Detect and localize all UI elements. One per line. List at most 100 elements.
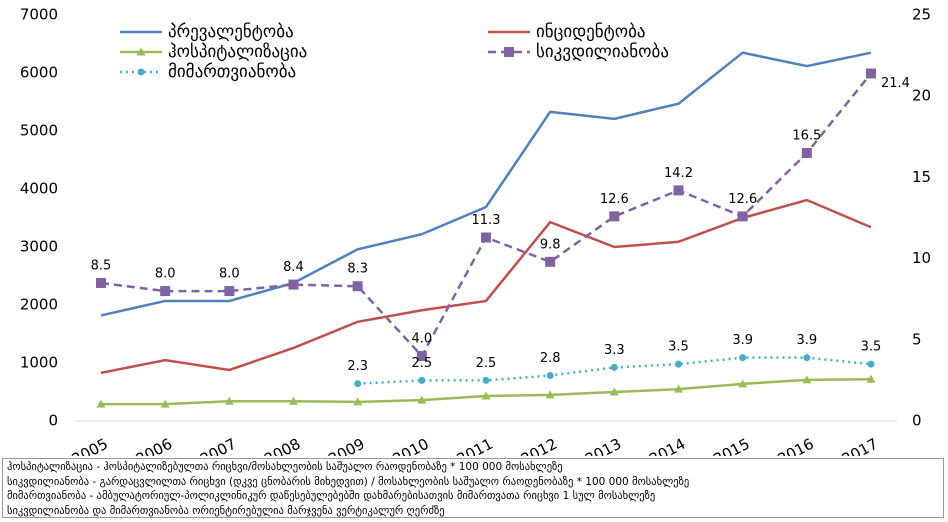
data-label: 14.2 [664,166,693,181]
y2-tick-label: 25 [912,6,931,24]
y2-tick-label: 5 [912,330,922,348]
x-tick-label: 2008 [261,435,303,456]
y-tick-label: 3000 [20,238,58,256]
data-label: 9.8 [540,237,561,252]
data-label: 2.3 [347,359,368,374]
point [609,387,619,396]
series-line [357,356,872,385]
data-label: 2.5 [476,356,497,371]
point [354,380,362,388]
data-label: 8.0 [219,267,240,282]
data-label: 16.5 [792,129,821,144]
x-tick-label: 2013 [582,435,624,456]
y-tick-label: 2000 [20,296,58,314]
point [482,376,490,384]
footnote-line: მიმართვიანობა - ამბულატორიულ-პოლიკლინიკუ… [7,490,656,502]
legend-label: სიკვდილიანობა [536,42,669,62]
data-label: 3.9 [796,333,817,348]
y-tick-label: 4000 [20,180,58,198]
point [416,351,427,362]
data-label: 4.0 [411,332,432,347]
x-tick-label: 2009 [325,435,367,456]
point [801,148,812,159]
point [224,286,235,297]
x-tick-label: 2006 [133,435,175,456]
point [417,395,427,404]
footnote-line: სიკვდილიანობა - გარდაცვლილთა რიცხვი (დკვ… [7,475,690,488]
point [802,375,812,384]
x-tick-label: 2015 [710,435,752,456]
y2-tick-label: 0 [912,412,922,430]
point [867,360,875,368]
point [224,396,234,405]
point [289,396,298,405]
data-label: 2.5 [411,356,432,371]
point [737,211,748,222]
footnote-line: ჰოსპიტალიზაცია - ჰოსპიტალიზებულთა რიცხვი… [7,461,563,473]
point [674,384,683,393]
data-label: 3.9 [732,333,753,348]
x-tick-label: 2007 [197,435,239,456]
point [96,399,106,408]
point [96,277,106,288]
x-tick-label: 2005 [69,435,111,456]
data-label: 8.4 [283,260,304,275]
point [738,379,748,388]
series-line [100,51,872,317]
point [481,391,491,400]
point [866,374,876,383]
y2-tick-label: 20 [912,87,931,105]
x-tick-label: 2012 [518,435,560,456]
legend-label: ჰოსპიტალიზაცია [168,42,307,62]
point [609,211,620,222]
point [866,68,876,79]
point [739,354,747,362]
x-tick-label: 2017 [839,435,881,456]
point [418,376,426,384]
footnotes: ჰოსპიტალიზაცია - ჰოსპიტალიზებულთა რიცხვი… [2,458,944,518]
y-tick-label: 5000 [20,122,58,140]
point [610,363,618,371]
point [481,232,491,243]
data-label: 3.5 [668,340,689,355]
data-label: 11.3 [472,213,501,228]
point [160,399,170,408]
legend-label: ინციდენტობა [536,22,646,42]
legend-label: მიმართვიანობა [168,62,296,82]
data-label: 12.6 [600,192,629,207]
data-label: 21.4 [881,76,910,91]
y2-tick-label: 15 [912,168,931,186]
y2-tick-label: 10 [912,249,931,267]
y-tick-label: 0 [48,412,58,430]
x-tick-label: 2010 [390,435,432,456]
chart: 0 1000 2000 3000 4000 5000 6000 7000 0 5 10 15 20 25 2… [20,6,931,469]
data-label: 3.3 [604,343,625,358]
footnote-line: სიკვდილიანობა და მიმართვიანობა ორიენტირე… [7,504,445,517]
x-tick-label: 2014 [646,435,688,456]
data-label: 12.6 [728,192,757,207]
point [545,390,555,399]
point [545,256,556,267]
point [160,286,171,297]
point [546,372,554,380]
point [673,185,684,196]
point [288,279,299,290]
point [675,360,682,368]
data-label: 8.5 [91,258,112,273]
data-label: 3.5 [861,340,882,355]
legend-label: პრევალენტობა [168,22,294,42]
point [803,354,811,362]
y-tick-label: 7000 [20,6,58,24]
y-tick-label: 6000 [20,64,58,82]
x-tick-label: 2016 [775,435,817,456]
data-label: 8.0 [155,267,176,282]
data-label: 8.3 [347,262,368,277]
x-tick-label: 2011 [454,435,496,456]
point [137,68,145,76]
y-tick-label: 1000 [20,354,58,372]
point [504,47,514,57]
point [353,397,363,406]
point [352,281,363,292]
point [136,47,146,56]
